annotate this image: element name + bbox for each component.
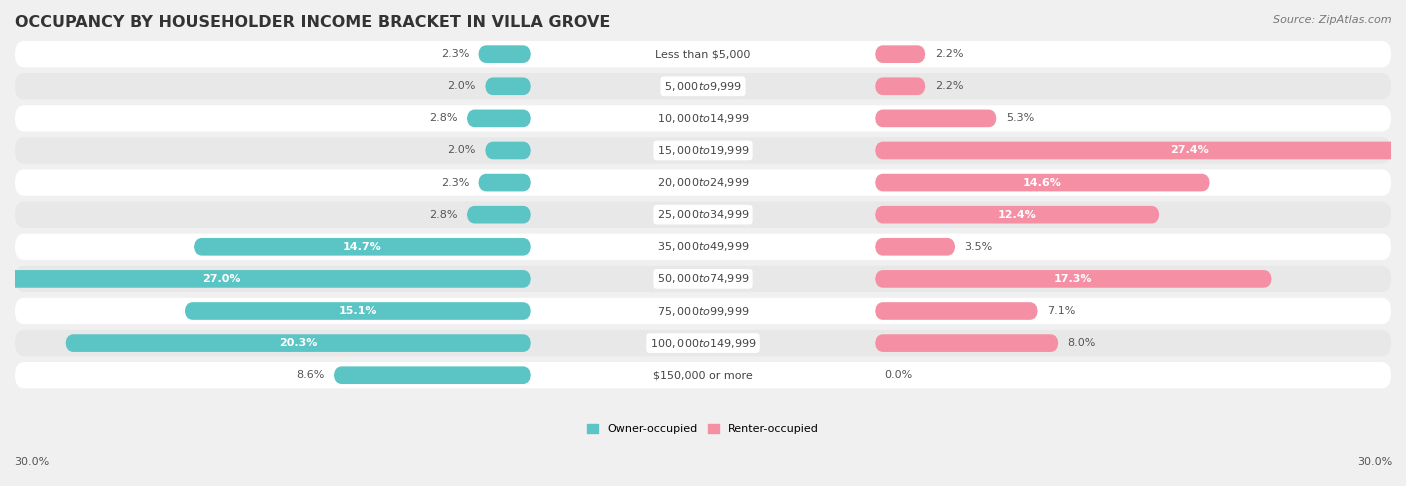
Text: $25,000 to $34,999: $25,000 to $34,999 <box>657 208 749 221</box>
FancyBboxPatch shape <box>485 141 531 159</box>
Text: 3.5%: 3.5% <box>965 242 993 252</box>
FancyBboxPatch shape <box>66 334 531 352</box>
Text: 30.0%: 30.0% <box>1357 456 1392 467</box>
FancyBboxPatch shape <box>875 334 1059 352</box>
Text: 15.1%: 15.1% <box>339 306 377 316</box>
Text: 2.0%: 2.0% <box>447 81 477 91</box>
FancyBboxPatch shape <box>467 109 531 127</box>
Text: 14.7%: 14.7% <box>343 242 382 252</box>
FancyBboxPatch shape <box>478 45 531 63</box>
FancyBboxPatch shape <box>194 238 531 256</box>
Text: 2.8%: 2.8% <box>429 113 457 123</box>
FancyBboxPatch shape <box>15 362 1391 388</box>
Text: $150,000 or more: $150,000 or more <box>654 370 752 380</box>
Legend: Owner-occupied, Renter-occupied: Owner-occupied, Renter-occupied <box>582 419 824 439</box>
Text: 8.0%: 8.0% <box>1067 338 1097 348</box>
FancyBboxPatch shape <box>467 206 531 224</box>
Text: Source: ZipAtlas.com: Source: ZipAtlas.com <box>1274 15 1392 25</box>
Text: 2.3%: 2.3% <box>440 177 470 188</box>
FancyBboxPatch shape <box>875 270 1272 288</box>
Text: 30.0%: 30.0% <box>14 456 49 467</box>
Text: 8.6%: 8.6% <box>297 370 325 380</box>
Text: $10,000 to $14,999: $10,000 to $14,999 <box>657 112 749 125</box>
Text: 27.4%: 27.4% <box>1170 145 1209 156</box>
Text: 2.2%: 2.2% <box>935 81 963 91</box>
Text: 0.0%: 0.0% <box>884 370 912 380</box>
Text: 27.0%: 27.0% <box>202 274 240 284</box>
Text: $75,000 to $99,999: $75,000 to $99,999 <box>657 305 749 317</box>
Text: 20.3%: 20.3% <box>278 338 318 348</box>
FancyBboxPatch shape <box>0 270 531 288</box>
Text: 2.3%: 2.3% <box>440 49 470 59</box>
Text: 14.6%: 14.6% <box>1024 177 1062 188</box>
FancyBboxPatch shape <box>15 73 1391 100</box>
Text: OCCUPANCY BY HOUSEHOLDER INCOME BRACKET IN VILLA GROVE: OCCUPANCY BY HOUSEHOLDER INCOME BRACKET … <box>15 15 610 30</box>
FancyBboxPatch shape <box>875 141 1406 159</box>
FancyBboxPatch shape <box>875 174 1209 191</box>
FancyBboxPatch shape <box>875 109 997 127</box>
Text: 12.4%: 12.4% <box>998 209 1036 220</box>
FancyBboxPatch shape <box>15 105 1391 132</box>
Text: $15,000 to $19,999: $15,000 to $19,999 <box>657 144 749 157</box>
FancyBboxPatch shape <box>875 206 1160 224</box>
FancyBboxPatch shape <box>875 45 925 63</box>
FancyBboxPatch shape <box>15 202 1391 228</box>
FancyBboxPatch shape <box>333 366 531 384</box>
Text: Less than $5,000: Less than $5,000 <box>655 49 751 59</box>
FancyBboxPatch shape <box>875 302 1038 320</box>
FancyBboxPatch shape <box>875 77 925 95</box>
Text: 17.3%: 17.3% <box>1054 274 1092 284</box>
FancyBboxPatch shape <box>15 330 1391 356</box>
FancyBboxPatch shape <box>15 234 1391 260</box>
Text: $20,000 to $24,999: $20,000 to $24,999 <box>657 176 749 189</box>
Text: $100,000 to $149,999: $100,000 to $149,999 <box>650 337 756 349</box>
Text: $35,000 to $49,999: $35,000 to $49,999 <box>657 240 749 253</box>
Text: $50,000 to $74,999: $50,000 to $74,999 <box>657 272 749 285</box>
FancyBboxPatch shape <box>15 298 1391 324</box>
FancyBboxPatch shape <box>15 266 1391 292</box>
Text: 2.8%: 2.8% <box>429 209 457 220</box>
FancyBboxPatch shape <box>875 238 955 256</box>
Text: 2.2%: 2.2% <box>935 49 963 59</box>
Text: 5.3%: 5.3% <box>1005 113 1033 123</box>
FancyBboxPatch shape <box>478 174 531 191</box>
FancyBboxPatch shape <box>15 170 1391 196</box>
FancyBboxPatch shape <box>184 302 531 320</box>
FancyBboxPatch shape <box>15 41 1391 68</box>
Text: $5,000 to $9,999: $5,000 to $9,999 <box>664 80 742 93</box>
FancyBboxPatch shape <box>485 77 531 95</box>
Text: 2.0%: 2.0% <box>447 145 477 156</box>
Text: 7.1%: 7.1% <box>1047 306 1076 316</box>
FancyBboxPatch shape <box>15 138 1391 164</box>
